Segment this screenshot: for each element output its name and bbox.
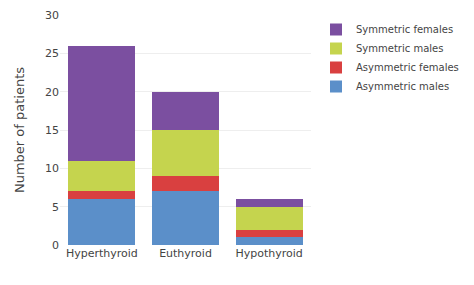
svg-text:Asymmetric males: Asymmetric males	[356, 81, 449, 92]
svg-text:10: 10	[45, 162, 59, 175]
svg-text:0: 0	[52, 239, 59, 252]
svg-text:Euthyroid: Euthyroid	[159, 247, 212, 260]
svg-text:Symmetric females: Symmetric females	[356, 24, 453, 35]
svg-text:Number of patients: Number of patients	[12, 67, 27, 193]
svg-text:Hyperthyroid: Hyperthyroid	[66, 247, 138, 260]
svg-text:15: 15	[45, 124, 59, 137]
svg-text:25: 25	[45, 47, 59, 60]
svg-text:Symmetric males: Symmetric males	[356, 43, 443, 54]
svg-text:30: 30	[45, 9, 59, 22]
svg-text:20: 20	[45, 86, 59, 99]
svg-text:5: 5	[52, 201, 59, 214]
svg-text:Hypothyroid: Hypothyroid	[235, 247, 302, 260]
svg-text:Asymmetric females: Asymmetric females	[356, 62, 459, 73]
